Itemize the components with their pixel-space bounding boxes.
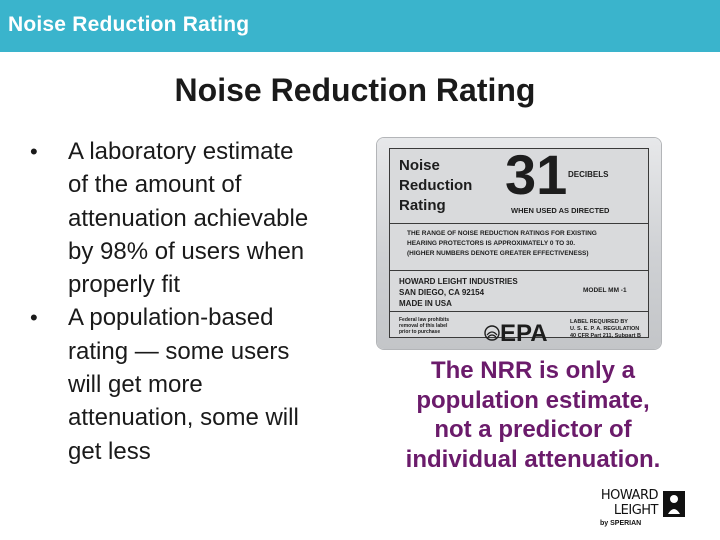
logo-by-text: by SPERIAN xyxy=(600,520,642,527)
company-text: HOWARD LEIGHT INDUSTRIES SAN DIEGO, CA 9… xyxy=(399,276,579,309)
caption-line: The NRR is only a xyxy=(430,357,636,384)
label-name-line: Noise xyxy=(399,157,440,174)
company-line: SAN DIEGO, CA 92154 xyxy=(399,288,485,297)
federal-line: prior to purchase xyxy=(399,329,441,335)
decibels-text: DECIBELS xyxy=(568,170,609,179)
when-used-text: WHEN USED AS DIRECTED xyxy=(511,206,610,215)
nrr-label-photo: Noise Reduction Rating 31 DECIBELS WHEN … xyxy=(377,138,661,349)
federal-line: Federal law prohibits xyxy=(399,317,450,323)
logo-line: HOWARD xyxy=(600,488,659,503)
range-text: THE RANGE OF NOISE REDUCTION RATINGS FOR… xyxy=(407,229,635,259)
model-text: MODEL MM -1 xyxy=(583,287,627,294)
bullet-list: • A laboratory estimate of the amount of… xyxy=(30,135,360,468)
label-name: Noise Reduction Rating xyxy=(399,156,472,216)
nrr-number: 31 xyxy=(505,143,568,206)
slide-heading: Noise Reduction Rating xyxy=(174,72,536,108)
required-text: LABEL REQUIRED BY U. S. E. P. A. REGULAT… xyxy=(570,319,650,340)
caption-line: population estimate, xyxy=(416,386,650,414)
nrr-caption: The NRR is only a population estimate, n… xyxy=(380,356,686,474)
bullet-line: by 98% of users when xyxy=(68,237,305,265)
required-line: 40 CFR Part 211, Subpart B xyxy=(570,333,641,339)
howard-leight-logo: HOWARD LEIGHT by SPERIAN xyxy=(590,488,690,530)
bullet-dot: • xyxy=(30,305,38,331)
range-line: THE RANGE OF NOISE REDUCTION RATINGS FOR… xyxy=(407,230,597,237)
bullet-line: rating — some users xyxy=(68,337,290,365)
nrr-label: Noise Reduction Rating 31 DECIBELS WHEN … xyxy=(389,143,650,347)
company-line: MADE IN USA xyxy=(399,299,452,308)
required-line: LABEL REQUIRED BY xyxy=(570,319,628,325)
title-bar: Noise Reduction Rating xyxy=(0,0,720,52)
epa-text: EPA xyxy=(500,320,548,347)
caption-line: individual attenuation. xyxy=(405,445,661,473)
logo-line: LEIGHT xyxy=(613,503,659,518)
bullet-line: properly fit xyxy=(68,271,181,299)
caption-line: not a predictor of xyxy=(434,416,632,443)
bullet-item-2: • A population-based rating — some users… xyxy=(30,301,360,467)
title-bar-text: Noise Reduction Rating xyxy=(8,13,250,36)
range-line: (HIGHER NUMBERS DENOTE GREATER EFFECTIVE… xyxy=(407,250,589,257)
company-line: HOWARD LEIGHT INDUSTRIES xyxy=(399,277,518,286)
bullet-item-1: • A laboratory estimate of the amount of… xyxy=(30,135,360,301)
bullet-line: attenuation, some will xyxy=(68,404,299,432)
federal-line: removal of this label xyxy=(399,323,448,329)
bullet-line: of the amount of xyxy=(68,171,242,199)
required-line: U. S. E. P. A. REGULATION xyxy=(570,326,640,332)
epa-flower-icon xyxy=(484,325,500,341)
label-divider xyxy=(390,223,648,224)
bullet-dot: • xyxy=(30,139,38,164)
bullet-line: will get more xyxy=(68,371,203,399)
label-name-line: Rating xyxy=(399,197,446,214)
label-name-line: Reduction xyxy=(399,177,473,194)
bullet-line: attenuation achievable xyxy=(68,204,309,232)
label-divider xyxy=(390,311,648,312)
label-divider xyxy=(390,270,648,271)
range-line: HEARING PROTECTORS IS APPROXIMATELY 0 TO… xyxy=(407,240,576,247)
bullet-line: A laboratory estimate xyxy=(68,138,294,165)
bullet-line: get less xyxy=(68,437,151,465)
bullet-line: A population-based xyxy=(68,304,274,332)
logo-wordmark: HOWARD LEIGHT xyxy=(590,488,659,518)
logo-figure-icon xyxy=(663,491,685,517)
federal-text: Federal law prohibits removal of this la… xyxy=(399,317,463,335)
